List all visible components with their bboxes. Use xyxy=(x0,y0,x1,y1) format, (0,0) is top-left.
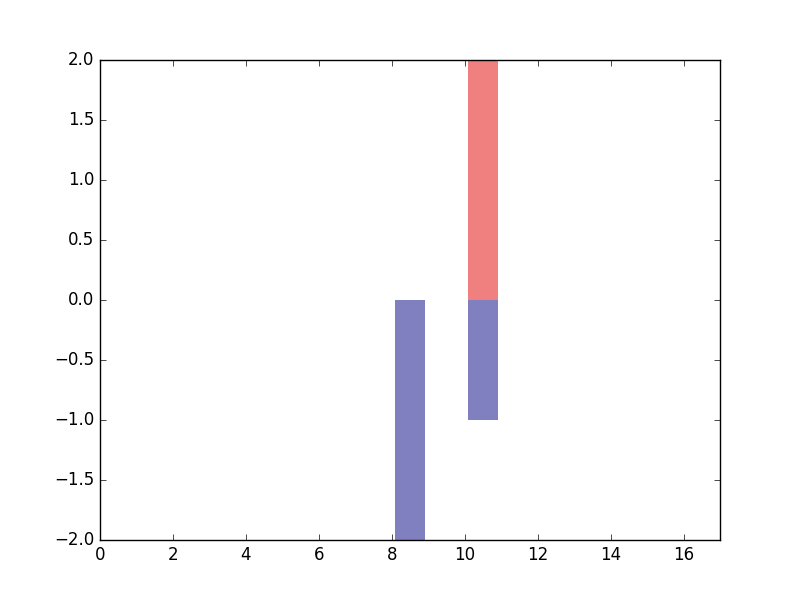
Bar xyxy=(468,60,498,300)
Bar xyxy=(468,300,498,420)
Bar xyxy=(395,300,425,540)
